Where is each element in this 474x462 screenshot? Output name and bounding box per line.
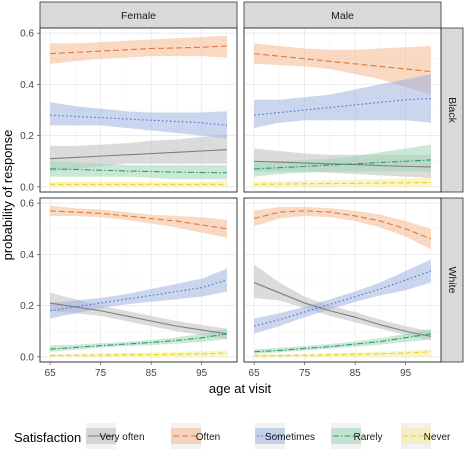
series-line-rarely [50, 168, 227, 174]
ribbon-never [254, 177, 431, 187]
series-line-never [254, 181, 431, 185]
series-line-very-often [50, 302, 227, 335]
panel-male-white [243, 197, 442, 363]
series-line-often [253, 210, 432, 240]
x-tick-label: 95 [196, 368, 208, 379]
ribbon-often [50, 35, 227, 64]
legend-label: Never [424, 432, 451, 443]
y-tick-label: 0.2 [20, 131, 34, 142]
ribbon-often [254, 206, 431, 250]
ribbon-sometimes [50, 268, 227, 319]
y-axis: 0.0 0.2 0.4 0.6 0.0 0.2 0.4 0.6 [20, 29, 40, 363]
x-tick-label: 75 [95, 368, 107, 379]
legend-label: Very often [99, 432, 144, 443]
series-line-never [254, 351, 431, 357]
x-tick-label: 85 [350, 368, 362, 379]
ribbon-sometimes [254, 259, 431, 334]
ribbon-rarely [50, 161, 227, 180]
strip-label-white: White [446, 267, 458, 294]
panel-female-white [39, 197, 238, 363]
series-line-very-often [253, 282, 432, 337]
legend: Satisfaction Very often Often Sometimes Rar… [14, 423, 451, 449]
series-line-very-often [50, 149, 227, 160]
series-line-often [50, 45, 227, 55]
legend-label: Rarely [354, 432, 383, 443]
strip-male: Male [243, 1, 442, 29]
y-tick-label: 0.4 [20, 80, 34, 91]
y-tick-label: 0.2 [20, 301, 34, 312]
strip-label-female: Female [121, 10, 156, 22]
panel-female-white-border [39, 197, 238, 363]
y-tick-label: 0.6 [20, 29, 34, 40]
series-line-sometimes [50, 114, 227, 126]
x-axis-title: age at visit [209, 381, 272, 396]
x-tick-label: 95 [400, 368, 412, 379]
series-line-never [50, 352, 227, 357]
panel-female-black [39, 27, 238, 193]
y-tick-label: 0.0 [20, 352, 34, 363]
panel-male-white-border [243, 197, 442, 363]
series-line-often [50, 210, 227, 230]
ribbon-never [50, 180, 227, 187]
strip-female: Female [39, 1, 238, 29]
x-tick-label: 65 [249, 368, 261, 379]
panel-male-black-border [243, 27, 442, 193]
y-tick-label: 0.4 [20, 250, 34, 261]
y-tick-label: 0.0 [20, 182, 34, 193]
series-line-often [254, 53, 431, 73]
x-tick-label: 85 [146, 368, 158, 379]
series-line-sometimes [254, 97, 431, 116]
ribbon-rarely [254, 144, 431, 177]
legend-item-sometimes: Sometimes [255, 423, 315, 449]
y-axis-title: probability of response [0, 130, 15, 261]
series-line-sometimes [50, 279, 228, 312]
strip-label-male: Male [331, 10, 354, 22]
series-line-rarely [50, 333, 227, 350]
legend-item-often: Often [171, 423, 220, 449]
strip-label-black: Black [446, 97, 458, 123]
panels [39, 27, 442, 363]
ribbon-rarely [254, 328, 431, 354]
y-tick-label: 0.6 [20, 199, 34, 210]
strip-black: Black [440, 27, 464, 193]
x-axis: 65 75 85 95 65 75 85 95 [45, 362, 412, 379]
legend-label: Sometimes [265, 432, 315, 443]
legend-item-never: Never [401, 423, 451, 449]
panel-female-black-border [39, 27, 238, 193]
x-tick-label: 75 [299, 368, 311, 379]
strip-white: White [440, 197, 464, 363]
legend-item-very-often: Very often [86, 423, 145, 449]
legend-label: Often [196, 432, 220, 443]
ribbon-rarely [50, 328, 227, 352]
legend-title: Satisfaction [14, 430, 81, 445]
ribbon-sometimes [254, 74, 431, 128]
ribbon-often [50, 205, 227, 238]
legend-item-rarely: Rarely [331, 423, 382, 449]
ribbon-very-often [50, 134, 227, 172]
x-tick-label: 65 [45, 368, 57, 379]
ribbon-sometimes [50, 102, 227, 139]
ribbon-often [254, 43, 431, 95]
series-line-rarely [254, 333, 431, 353]
series-line-rarely [254, 159, 431, 170]
panel-male-black [243, 27, 442, 193]
series-line-sometimes [253, 270, 432, 327]
